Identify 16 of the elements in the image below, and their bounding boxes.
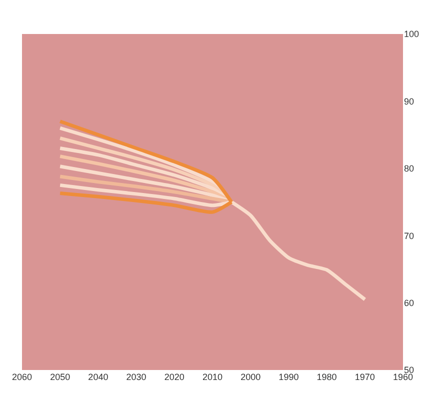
x-tick-label: 2060 (12, 372, 32, 382)
x-tick-label: 2030 (126, 372, 146, 382)
y-tick-label: 60 (404, 298, 414, 308)
x-tick-label: 1970 (354, 372, 375, 382)
x-tick-label: 2040 (88, 372, 108, 382)
y-tick-label: 100 (404, 29, 420, 40)
x-tick-label: 2000 (240, 372, 261, 382)
y-tick-label: 70 (404, 230, 414, 241)
x-tick-label: 1980 (316, 372, 337, 382)
x-tick-label: 2010 (202, 372, 223, 382)
x-tick-label: 1990 (278, 372, 299, 382)
y-tick-label: 80 (404, 164, 414, 174)
x-tick-label: 2020 (164, 372, 184, 382)
x-tick-label: 1960 (392, 372, 414, 382)
x-tick-label: 2050 (50, 372, 70, 382)
y-tick-label: 90 (404, 96, 414, 106)
